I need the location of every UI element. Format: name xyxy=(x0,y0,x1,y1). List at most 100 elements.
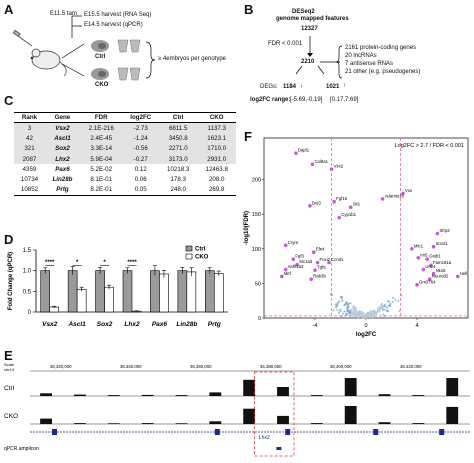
point-label: Neurod2 xyxy=(432,274,449,279)
qpcr-bar-chart: 0 0.5 1.0 1.5 Fold Change (qPCR) **** Vsx2 * Asc… xyxy=(8,245,228,328)
panel-letter-b: B xyxy=(244,2,254,17)
highlight-point xyxy=(416,255,421,260)
coordinate-label: 36,420,000 xyxy=(400,364,422,369)
point-label: Col9a1 xyxy=(314,159,328,164)
ctrl-signal xyxy=(74,394,86,396)
point-label: Fam181a xyxy=(433,260,452,265)
background-point xyxy=(397,299,400,302)
background-point xyxy=(344,303,347,306)
point-label: Adamts18 xyxy=(385,193,405,198)
background-point xyxy=(332,309,335,312)
background-point xyxy=(365,315,368,318)
bar-cko xyxy=(76,288,87,313)
deseq2-label: DESeq2 xyxy=(292,9,315,15)
background-point xyxy=(352,308,355,311)
tam-label: E11.5 tam xyxy=(50,11,77,17)
highlight-point xyxy=(327,260,331,265)
table-cell: 2087 xyxy=(14,153,45,165)
significance-marker: * xyxy=(103,260,106,266)
down-arrow-icon: ↓ xyxy=(300,83,303,89)
point-label: Cryrn xyxy=(288,240,299,245)
ctrl-signal xyxy=(277,387,289,396)
point-label: Hell xyxy=(460,271,467,276)
cko-label: CKO xyxy=(95,82,109,88)
highlight-point xyxy=(427,277,432,282)
ctrl-signal xyxy=(107,395,120,396)
table-cell: 1623.1 xyxy=(197,133,236,144)
harvest-qpcr-label: E14.5 harvest (qPCR) xyxy=(84,22,143,28)
bar-ctrl xyxy=(122,270,133,313)
embryos-label: ≥ 4embryos per genotype xyxy=(158,56,226,62)
background-point xyxy=(339,310,342,313)
point-label: Sox21 xyxy=(436,241,449,246)
y-axis-label: -log10(FDR) xyxy=(244,211,250,245)
table-cell: Pax6 xyxy=(55,165,70,173)
background-point xyxy=(370,312,373,315)
background-point xyxy=(351,306,354,309)
table-cell: 3173.0 xyxy=(158,153,198,165)
highlight-point xyxy=(425,257,429,261)
background-point xyxy=(352,313,355,316)
bar-ctrl xyxy=(204,270,215,313)
highlight-region-box xyxy=(253,371,295,457)
table-row: 4359 Pax6 5.2E-02 0.12 10218.3 12463.8 xyxy=(14,164,236,174)
highlight-point xyxy=(311,250,316,255)
bar-cko xyxy=(159,273,169,313)
background-point xyxy=(363,315,366,318)
panel-letter-c: C xyxy=(4,93,14,108)
background-point xyxy=(349,302,352,305)
background-point xyxy=(366,313,369,316)
table-cell: 4359 xyxy=(22,165,37,173)
table-cell: 2.4E-45 xyxy=(79,133,123,144)
mapped-features-label: genome mapped features xyxy=(276,16,349,22)
significant-total-value: 2210 xyxy=(301,59,315,65)
background-point xyxy=(370,310,373,313)
point-label: Aldh1a3 xyxy=(288,264,304,269)
legend-swatch xyxy=(185,245,193,252)
background-point xyxy=(378,309,381,312)
x-tick-label: Pax6 xyxy=(152,321,168,328)
background-point xyxy=(387,300,390,303)
table-cell: 3.3E-14 xyxy=(79,143,123,154)
ctrl-label: Ctrl xyxy=(95,54,106,60)
legend-text: Log2FC > 2.7 / FDR < 0.001 xyxy=(395,143,464,149)
table-row: 321 Sox2 3.3E-14 -0.56 2271.0 1710.0 xyxy=(14,143,236,154)
background-point xyxy=(347,306,350,309)
bar-ctrl xyxy=(177,270,188,313)
point-label: Mlc1 xyxy=(414,243,424,248)
track-label-cko: CKO xyxy=(4,413,18,420)
table-cell: 321 xyxy=(14,143,45,154)
background-point xyxy=(398,309,401,312)
background-point xyxy=(383,308,386,311)
category-lncrna: 20 lncRNAs xyxy=(345,53,377,59)
cko-signal xyxy=(40,418,52,424)
ctrl-signal xyxy=(40,393,52,396)
table-row: 10852 Prtg 8.2E-01 0.05 248.0 269.8 xyxy=(14,185,236,196)
background-point xyxy=(392,296,395,299)
background-point xyxy=(375,313,378,316)
fdr-threshold-label: FDR < 0.001 xyxy=(268,41,303,47)
ctrl-signal xyxy=(412,395,425,396)
bar-cko xyxy=(104,286,114,313)
table-cell: -2.73 xyxy=(122,122,159,134)
background-point xyxy=(394,298,397,301)
background-point xyxy=(387,310,390,313)
background-point xyxy=(381,308,384,311)
background-point xyxy=(341,296,344,299)
coordinate-label: 36,360,000 xyxy=(190,364,212,369)
table-cell: 1710.0 xyxy=(197,143,236,154)
total-features-value: 12327 xyxy=(301,26,318,32)
cko-signal xyxy=(209,421,222,424)
bar-ctrl xyxy=(67,270,78,313)
table-header-cell: Rank xyxy=(14,111,45,124)
background-point xyxy=(380,306,383,309)
syringe-icon xyxy=(12,29,33,47)
highlight-point xyxy=(431,244,436,249)
ctrl-signal xyxy=(310,395,323,396)
background-point xyxy=(382,313,385,316)
table-header-cell: log2FC xyxy=(122,111,159,124)
background-point xyxy=(391,300,394,303)
background-point xyxy=(354,315,357,318)
background-point xyxy=(354,309,357,312)
highlight-point xyxy=(283,267,288,272)
